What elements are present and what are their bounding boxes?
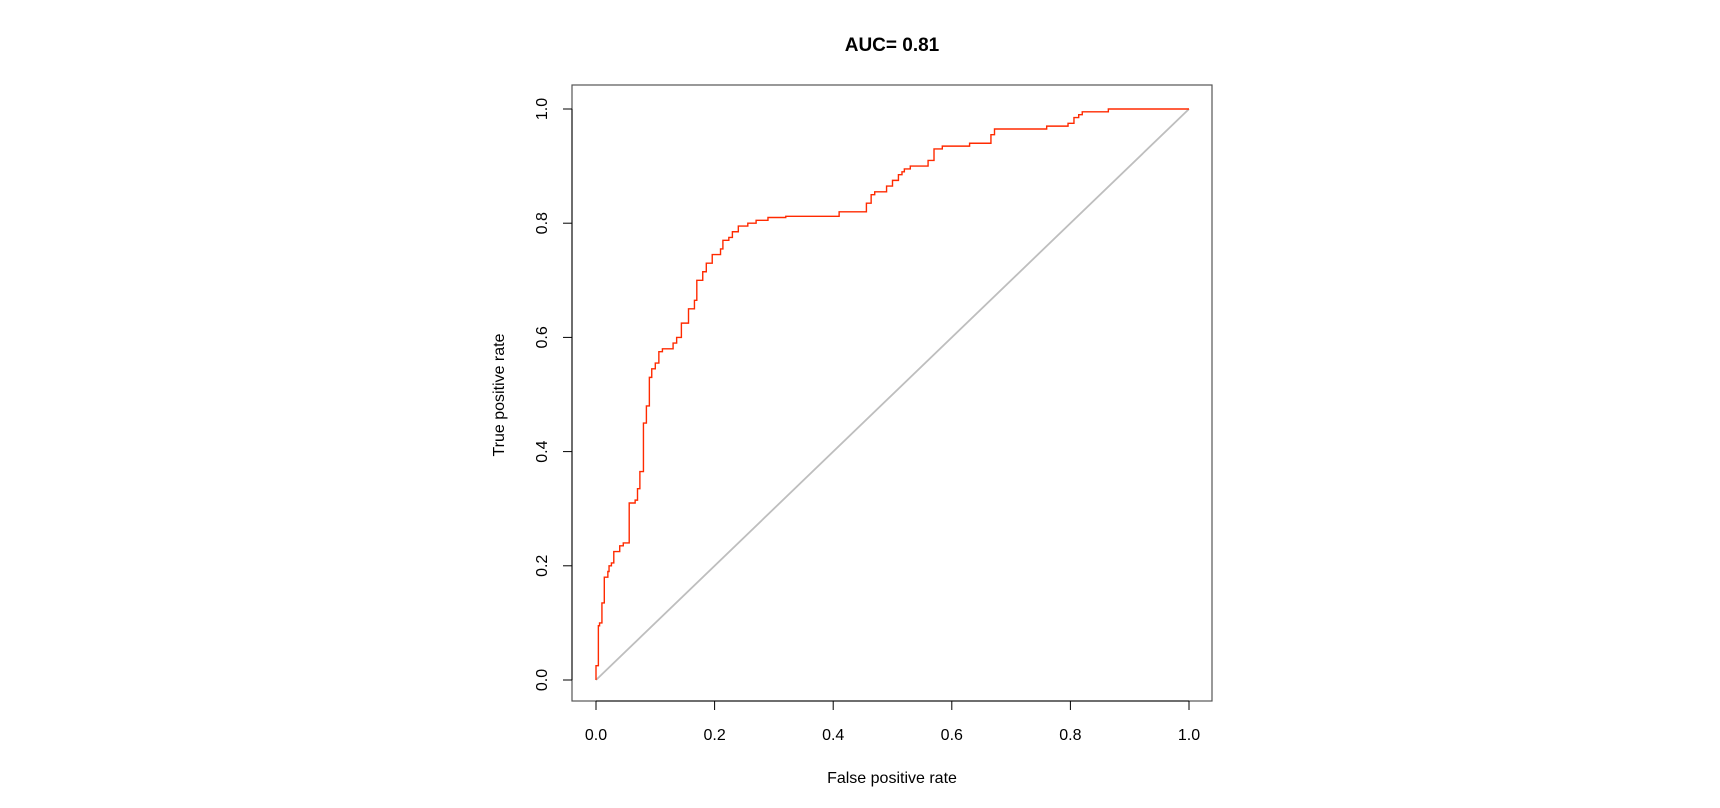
- y-tick-label: 0.2: [534, 555, 551, 577]
- x-tick-label: 0.0: [585, 727, 607, 744]
- y-tick-label: 0.8: [534, 212, 551, 234]
- y-tick-label: 1.0: [534, 98, 551, 120]
- y-axis-label: True positive rate: [491, 333, 508, 456]
- x-tick-label: 0.2: [703, 727, 725, 744]
- plot-frame: [571, 84, 1213, 702]
- y-axis: 0.0 0.2 0.4 0.6 0.8 1.0: [534, 98, 573, 691]
- x-tick-label: 1.0: [1178, 727, 1200, 744]
- roc-curve-line: [595, 108, 1189, 680]
- y-tick-label: 0.6: [534, 326, 551, 348]
- x-tick-label: 0.4: [822, 727, 844, 744]
- x-tick-label: 0.6: [941, 727, 963, 744]
- random-classifier-diagonal: [595, 108, 1190, 681]
- y-tick-label: 0.0: [534, 669, 551, 691]
- y-tick-label: 0.4: [534, 440, 551, 462]
- x-axis-label: False positive rate: [827, 770, 957, 787]
- chart-title: AUC= 0.81: [845, 35, 940, 56]
- x-axis: 0.0 0.2 0.4 0.6 0.8 1.0: [585, 700, 1200, 744]
- x-tick-label: 0.8: [1059, 727, 1081, 744]
